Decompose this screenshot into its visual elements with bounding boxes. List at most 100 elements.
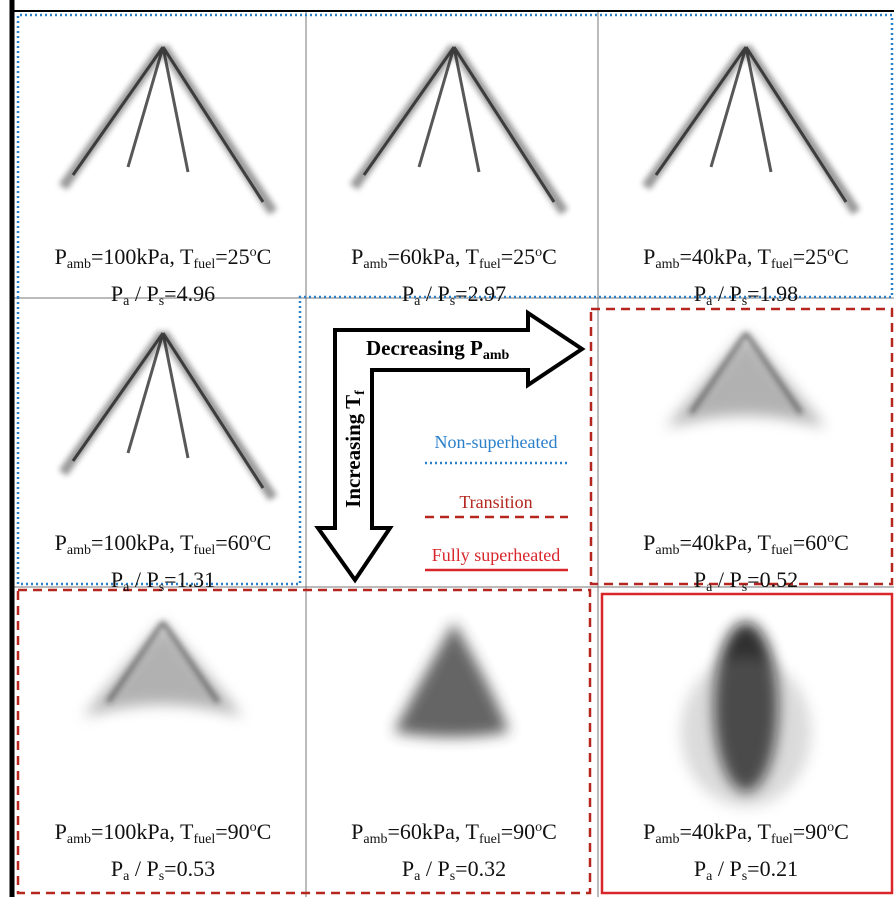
label-text: amb <box>67 543 91 558</box>
label-text: =40kPa, T <box>680 819 771 844</box>
label-text: =60 <box>215 530 249 555</box>
label-line: Pamb=40kPa, Tfuel=60oC <box>600 524 892 565</box>
label-text: P <box>111 567 123 592</box>
label-text: P <box>643 244 655 269</box>
label-text: P <box>55 244 67 269</box>
label-text: C <box>257 819 272 844</box>
label-line: Pa / Ps=0.52 <box>600 565 892 602</box>
label-line: Pa / Ps=1.31 <box>17 565 309 602</box>
label-text: fuel <box>193 832 215 847</box>
legend-entry: Fully superheated <box>411 545 581 566</box>
label-text: fuel <box>771 543 793 558</box>
label-text: fuel <box>193 543 215 558</box>
figure: Decreasing Pamb Increasing Tf Non-superh… <box>0 0 894 897</box>
label-text: fuel <box>193 257 215 272</box>
label-text: o <box>250 820 257 835</box>
label-text: =90 <box>501 819 535 844</box>
label-text: P <box>694 281 706 306</box>
legend-entry: Non-superheated <box>411 432 581 453</box>
label-text: / P <box>129 281 158 306</box>
spray <box>83 622 243 717</box>
label-line: Pa / Ps=2.97 <box>308 279 600 316</box>
label-text: / P <box>712 856 741 881</box>
label-text: P <box>351 244 363 269</box>
panel-label: Pamb=100kPa, Tfuel=25oCPa / Ps=4.96 <box>17 238 309 316</box>
label-text: P <box>643 819 655 844</box>
label-text: =60kPa, T <box>388 819 479 844</box>
label-text: / P <box>420 281 449 306</box>
label-text: P <box>694 856 706 881</box>
label-text: amb <box>655 257 679 272</box>
label-line: Pa / Ps=0.32 <box>308 854 600 891</box>
label-text: =25 <box>793 244 827 269</box>
label-text: / P <box>420 856 449 881</box>
label-text: C <box>834 530 849 555</box>
label-text: =1.98 <box>747 281 798 306</box>
label-text: C <box>834 244 849 269</box>
label-text: P <box>351 819 363 844</box>
spray <box>681 657 811 807</box>
arrow-label: Increasing Tf <box>341 379 369 519</box>
label-text: amb <box>67 257 91 272</box>
label-text: =90 <box>793 819 827 844</box>
label-text: fuel <box>479 832 501 847</box>
label-text: C <box>834 819 849 844</box>
label-text: amb <box>363 832 387 847</box>
label-text: =60 <box>793 530 827 555</box>
label-text: =2.97 <box>455 281 506 306</box>
label-line: Pa / Ps=4.96 <box>17 279 309 316</box>
label-line: Pamb=60kPa, Tfuel=25oC <box>308 238 600 279</box>
label-text: C <box>257 244 272 269</box>
label-line: Pa / Ps=0.21 <box>600 854 892 891</box>
arrow-text: Increasing T <box>341 395 365 508</box>
panel-label: Pamb=100kPa, Tfuel=60oC Pa / Ps=1.31 <box>17 524 309 602</box>
arrow-text: Decreasing P <box>366 336 483 360</box>
label-text: C <box>542 819 557 844</box>
panel-label: Pamb=100kPa, Tfuel=90oCPa / Ps=0.53 <box>17 813 309 891</box>
label-text: amb <box>363 257 387 272</box>
label-text: fuel <box>479 257 501 272</box>
label-text: P <box>402 281 414 306</box>
arrow-subscript: f <box>353 390 368 395</box>
label-text: P <box>111 281 123 306</box>
panel-label: Pamb=40kPa, Tfuel=90oCPa / Ps=0.21 <box>600 813 892 891</box>
label-text: =0.53 <box>164 856 215 881</box>
label-text: =25 <box>215 244 249 269</box>
label-text: amb <box>67 832 91 847</box>
arrow-label: Decreasing Pamb <box>366 336 509 364</box>
label-line: Pamb=40kPa, Tfuel=25oC <box>600 238 892 279</box>
legend-entry: Transition <box>411 492 581 513</box>
label-text: =0.32 <box>455 856 506 881</box>
label-text: P <box>643 530 655 555</box>
label-text: fuel <box>771 257 793 272</box>
label-text: =100kPa, T <box>91 819 193 844</box>
label-line: Pamb=100kPa, Tfuel=25oC <box>17 238 309 279</box>
label-text: =0.52 <box>747 567 798 592</box>
label-text: / P <box>712 281 741 306</box>
label-text: =1.31 <box>164 567 215 592</box>
label-text: P <box>111 856 123 881</box>
label-text: P <box>55 530 67 555</box>
spray <box>666 333 826 428</box>
label-line: Pamb=100kPa, Tfuel=90oC <box>17 813 309 854</box>
label-text: C <box>257 530 272 555</box>
label-text: =100kPa, T <box>91 530 193 555</box>
label-text: =4.96 <box>164 281 215 306</box>
label-text: C <box>542 244 557 269</box>
label-text: =25 <box>501 244 535 269</box>
label-text: amb <box>655 832 679 847</box>
spray <box>394 622 509 737</box>
panel-label: Pamb=40kPa, Tfuel=60oCPa / Ps=0.52 <box>600 524 892 602</box>
label-text: =40kPa, T <box>680 530 771 555</box>
label-text: =100kPa, T <box>91 244 193 269</box>
label-line: Pa / Ps=0.53 <box>17 854 309 891</box>
arrow-subscript: amb <box>483 348 509 363</box>
label-text: o <box>250 531 257 546</box>
label-line: Pamb=40kPa, Tfuel=90oC <box>600 813 892 854</box>
label-text: / P <box>129 567 158 592</box>
label-text: fuel <box>771 832 793 847</box>
label-text: =60kPa, T <box>388 244 479 269</box>
